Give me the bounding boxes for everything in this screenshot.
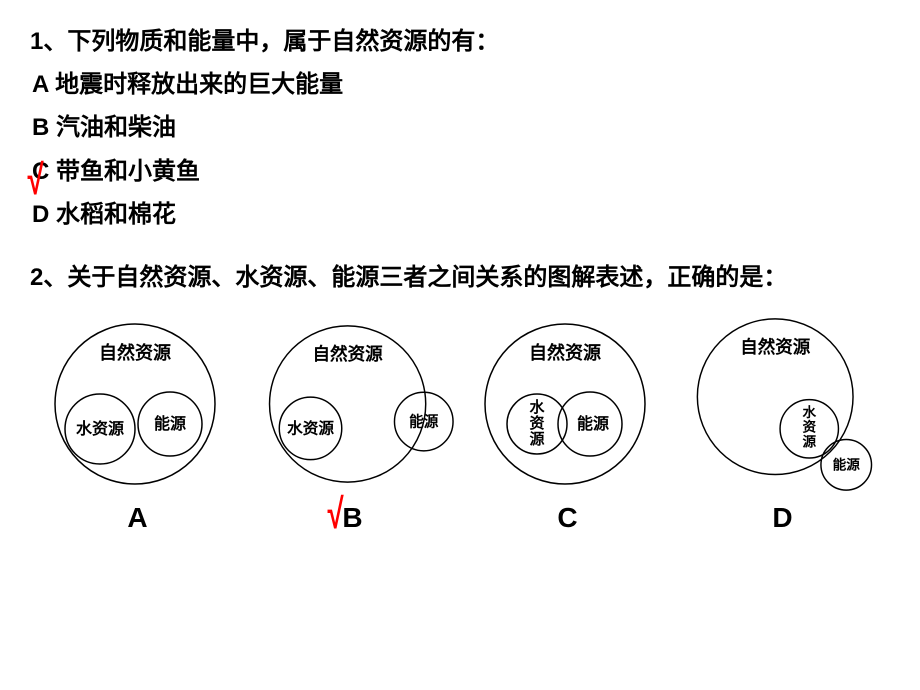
label-c-water-3: 源 xyxy=(529,430,544,448)
outer-label-c: 自然资源 xyxy=(529,342,601,363)
label-d-water-2: 资 xyxy=(802,419,816,435)
q2-stem: 2、关于自然资源、水资源、能源三者之间关系的图解表述，正确的是： xyxy=(30,256,890,299)
q1-option-c-text: C 带鱼和小黄鱼 xyxy=(32,158,200,185)
label-d-water-3: 源 xyxy=(802,433,816,449)
checkmark-icon: √ xyxy=(27,142,43,218)
diagram-b-label: √ B xyxy=(342,502,362,534)
label-c-energy: 能源 xyxy=(577,414,609,433)
q1-option-b: B 汽油和柴油 xyxy=(32,106,890,149)
label-d-energy: 能源 xyxy=(833,457,861,473)
checkmark-icon: √ xyxy=(328,490,344,538)
venn-b-svg: 自然资源 水资源 能源 xyxy=(250,314,455,494)
diagram-c: 自然资源 水 资 源 能源 C xyxy=(465,314,670,534)
diagram-d: 自然资源 水 资 源 能源 D xyxy=(680,314,885,534)
outer-label-d: 自然资源 xyxy=(740,337,810,357)
diagram-a-label: A xyxy=(127,502,147,534)
venn-diagrams-row: 自然资源 水资源 能源 A 自然资源 水资源 能源 √ B xyxy=(30,314,890,534)
label-b-water: 水资源 xyxy=(287,418,334,437)
label-c-water-2: 资 xyxy=(529,414,544,432)
label-a-energy: 能源 xyxy=(154,414,186,433)
q1-stem: 1、下列物质和能量中，属于自然资源的有： xyxy=(30,20,890,63)
venn-a-svg: 自然资源 水资源 能源 xyxy=(35,314,240,494)
q1-option-d: D 水稻和棉花 xyxy=(32,193,890,236)
question-2: 2、关于自然资源、水资源、能源三者之间关系的图解表述，正确的是： 自然资源 水资… xyxy=(30,256,890,534)
outer-label-a: 自然资源 xyxy=(99,342,171,363)
label-a-water: 水资源 xyxy=(76,419,124,438)
diagram-b-label-text: B xyxy=(342,502,362,533)
label-c-water-1: 水 xyxy=(529,398,545,416)
diagram-c-label: C xyxy=(557,502,577,534)
diagram-a: 自然资源 水资源 能源 A xyxy=(35,314,240,534)
diagram-b: 自然资源 水资源 能源 √ B xyxy=(250,314,455,534)
label-b-energy: 能源 xyxy=(409,413,439,431)
outer-label-b: 自然资源 xyxy=(312,344,383,364)
question-1: 1、下列物质和能量中，属于自然资源的有： A 地震时释放出来的巨大能量 B 汽油… xyxy=(30,20,890,236)
label-d-water-1: 水 xyxy=(802,404,816,420)
venn-d-svg: 自然资源 水 资 源 能源 xyxy=(680,314,885,494)
q1-option-a: A 地震时释放出来的巨大能量 xyxy=(32,63,890,106)
q1-option-c: √ C 带鱼和小黄鱼 xyxy=(32,150,890,193)
venn-c-svg: 自然资源 水 资 源 能源 xyxy=(465,314,670,494)
diagram-d-label: D xyxy=(772,502,792,534)
